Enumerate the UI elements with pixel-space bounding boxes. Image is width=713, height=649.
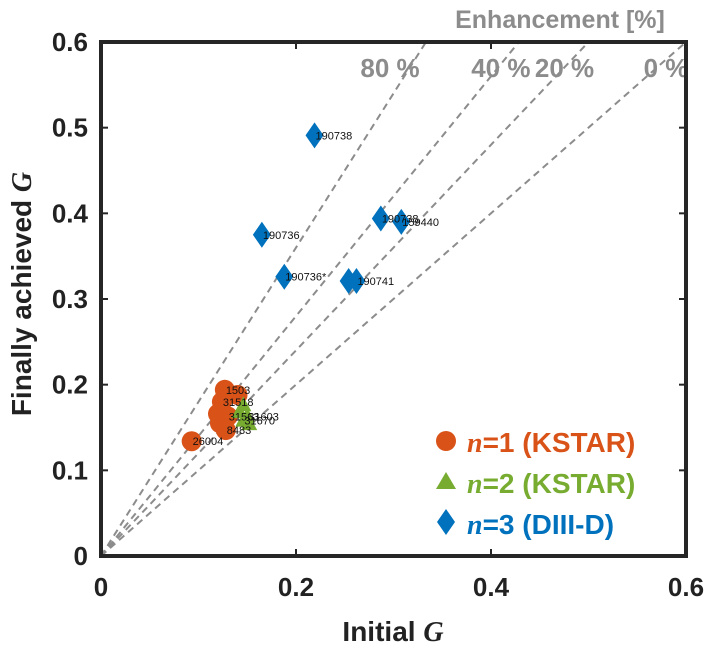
enhancement-line-80 — [100, 41, 427, 557]
legend-label-n3: n=3 (DIII-D) — [467, 509, 614, 541]
y-axis-title-var: G — [7, 172, 38, 192]
x-axis-title-text: Initial — [342, 616, 423, 647]
y-tick-label: 0.4 — [52, 198, 89, 228]
data-point-s3-7 — [347, 268, 366, 295]
enhancement-label-80: 80 % — [360, 53, 419, 83]
data-point-label: 26004 — [193, 436, 224, 448]
enhancement-label-40: 40 % — [471, 53, 530, 83]
y-tick-label: 0.2 — [52, 370, 88, 400]
data-point-label: 1503 — [226, 385, 250, 397]
y-tick-label: 0.5 — [52, 113, 88, 143]
data-point-label: 31603 — [248, 411, 279, 423]
enhancement-label-0: 0 % — [644, 53, 689, 83]
y-axis-title: Finally achieved G — [6, 172, 38, 416]
data-point-label: 190736 — [263, 230, 300, 242]
data-point-label: 190738 — [382, 213, 419, 225]
legend-n2-text: =2 (KSTAR) — [483, 468, 636, 499]
legend-n1-var: n — [467, 428, 483, 459]
enhancement-line-0 — [100, 41, 687, 557]
data-point-label: 190736* — [285, 272, 327, 284]
legend-n3-text: =3 (DIII-D) — [483, 509, 614, 540]
data-point-label: 8483 — [227, 425, 251, 437]
data-point-label: 159440 — [402, 217, 439, 229]
legend-n2-var: n — [467, 469, 483, 500]
data-point-label: 31563 — [229, 411, 260, 423]
data-point-s3-2 — [371, 205, 390, 232]
x-tick-label: 0 — [94, 572, 108, 602]
data-point-label: 31670 — [244, 416, 275, 428]
data-point-label: 31518 — [223, 397, 254, 409]
y-tick-label: 0.6 — [52, 27, 88, 57]
legend-label-n2: n=2 (KSTAR) — [467, 468, 635, 500]
enhancement-title: Enhancement [%] — [455, 6, 665, 34]
x-axis-title-var: G — [423, 617, 443, 648]
y-tick-label: 0.1 — [52, 455, 88, 485]
data-point-label: 190741 — [357, 276, 394, 288]
y-axis-title-text: Finally achieved — [6, 192, 37, 416]
data-point-s3-4 — [252, 221, 271, 248]
enhancement-label-20: 20 % — [535, 53, 594, 83]
y-tick-label: 0.3 — [52, 284, 88, 314]
data-point-s3-1 — [305, 122, 324, 149]
enhancement-line-20 — [100, 41, 590, 557]
legend-marker-n2 — [436, 472, 456, 489]
data-point-s3-3 — [392, 208, 411, 235]
data-point-s2-5 — [241, 415, 258, 431]
legend-marker-n3 — [437, 509, 455, 535]
x-tick-label: 0.2 — [278, 572, 314, 602]
x-tick-label: 0.4 — [473, 572, 510, 602]
data-point-s1-8 — [181, 431, 202, 452]
legend-marker-n1 — [436, 431, 456, 451]
plot-frame — [99, 40, 688, 558]
legend: n=1 (KSTAR) n=2 (KSTAR) n=3 (DIII-D) — [436, 427, 635, 541]
data-point-s3-5 — [275, 263, 294, 290]
legend-n3-var: n — [467, 510, 483, 541]
enhancement-line-40 — [100, 41, 520, 557]
data-point-s1-7 — [215, 420, 236, 441]
y-tick-label: 0 — [74, 541, 88, 571]
x-tick-label: 0.6 — [668, 572, 704, 602]
data-point-label: 190738 — [316, 130, 353, 142]
x-axis-title: Initial G — [342, 616, 443, 648]
legend-n1-text: =1 (KSTAR) — [483, 427, 636, 458]
legend-label-n1: n=1 (KSTAR) — [467, 427, 635, 459]
